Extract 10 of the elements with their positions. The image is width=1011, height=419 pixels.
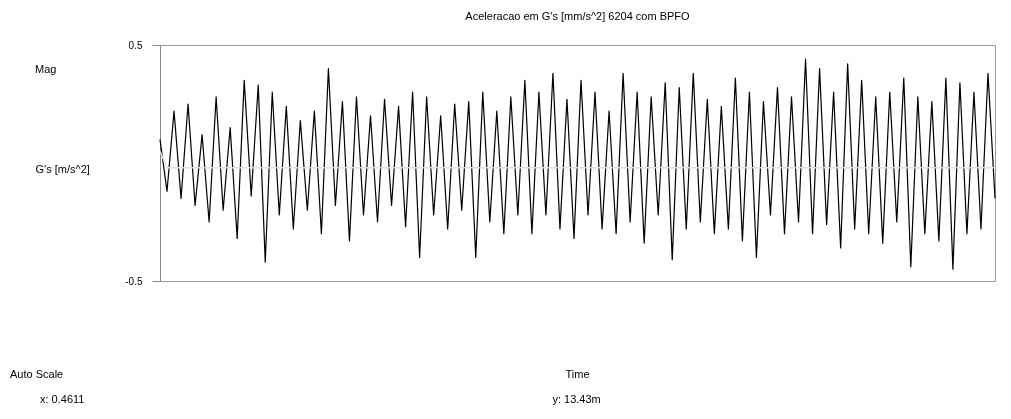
text: Time [565, 368, 590, 380]
text: Auto Scale [10, 368, 64, 380]
chart-title: Aceleracao em G's [mm/s^2] 6204 com BPFO [465, 10, 691, 22]
y-axis-title: G's [m/s^2] [35, 163, 90, 176]
text: Mag [35, 63, 57, 75]
text: y: 13.43m [552, 393, 601, 405]
y-tick-label: 0.5 [128, 39, 143, 51]
text: x: 0.4611 [40, 393, 85, 405]
line-series [159, 58, 996, 270]
y-tick-label: -0.5 [125, 275, 143, 287]
